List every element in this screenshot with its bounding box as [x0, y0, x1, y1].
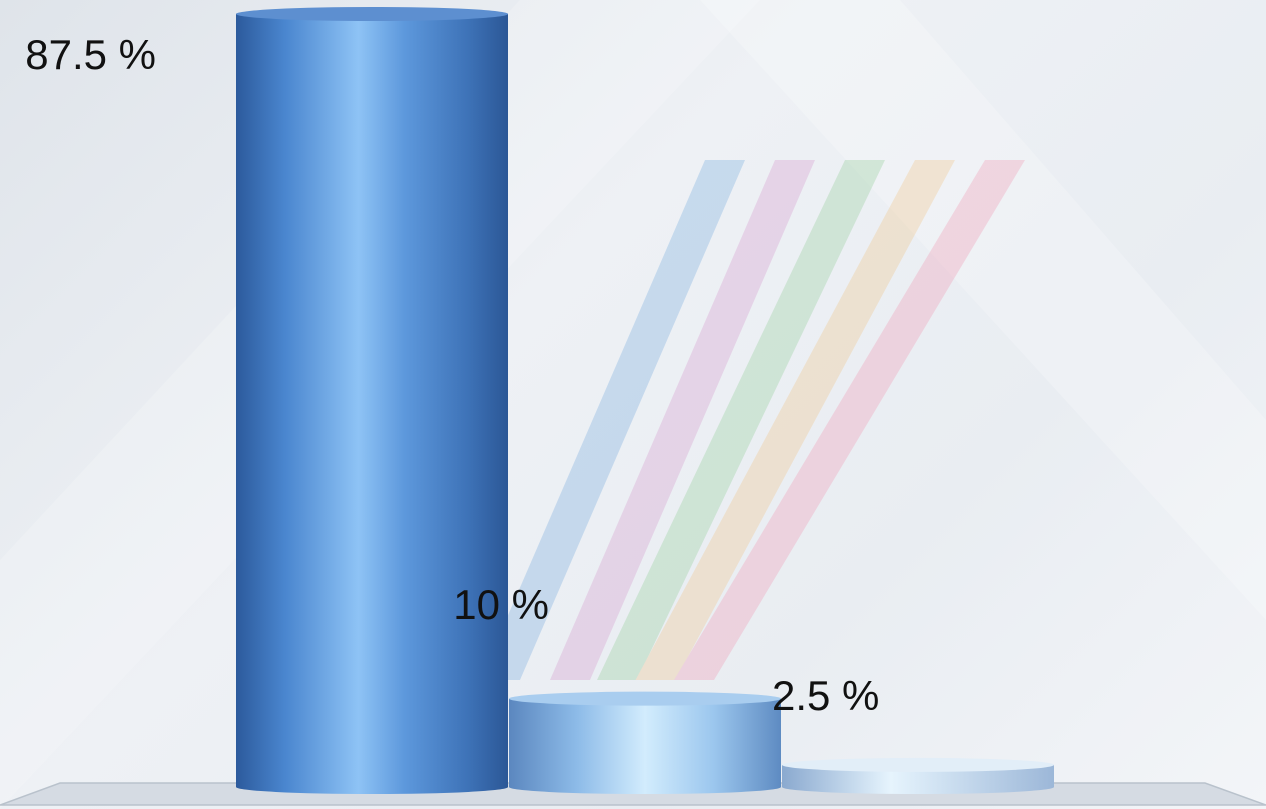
- watermark-stripe: [597, 160, 885, 680]
- watermark-stripe: [674, 160, 1025, 680]
- watermark-stripe: [480, 160, 745, 680]
- data-label: 87.5 %: [25, 31, 156, 78]
- bar: [509, 691, 781, 794]
- data-label: 10 %: [453, 580, 549, 628]
- bar-body: [509, 698, 781, 787]
- striped-v-logo-icon: [480, 160, 1025, 680]
- watermark-stripe: [550, 160, 815, 680]
- bar: [782, 757, 1054, 794]
- bars-group: [236, 7, 1054, 794]
- bar-body: [236, 14, 508, 787]
- bar-base: [509, 780, 781, 794]
- bar-base: [236, 780, 508, 794]
- data-label: 2.5 %: [772, 671, 880, 719]
- bar-cap: [509, 691, 781, 706]
- bar-cap: [782, 757, 1054, 772]
- bar-cap: [236, 7, 508, 21]
- bar: [236, 7, 508, 794]
- watermark-stripe: [635, 160, 955, 680]
- bar-base: [782, 780, 1054, 794]
